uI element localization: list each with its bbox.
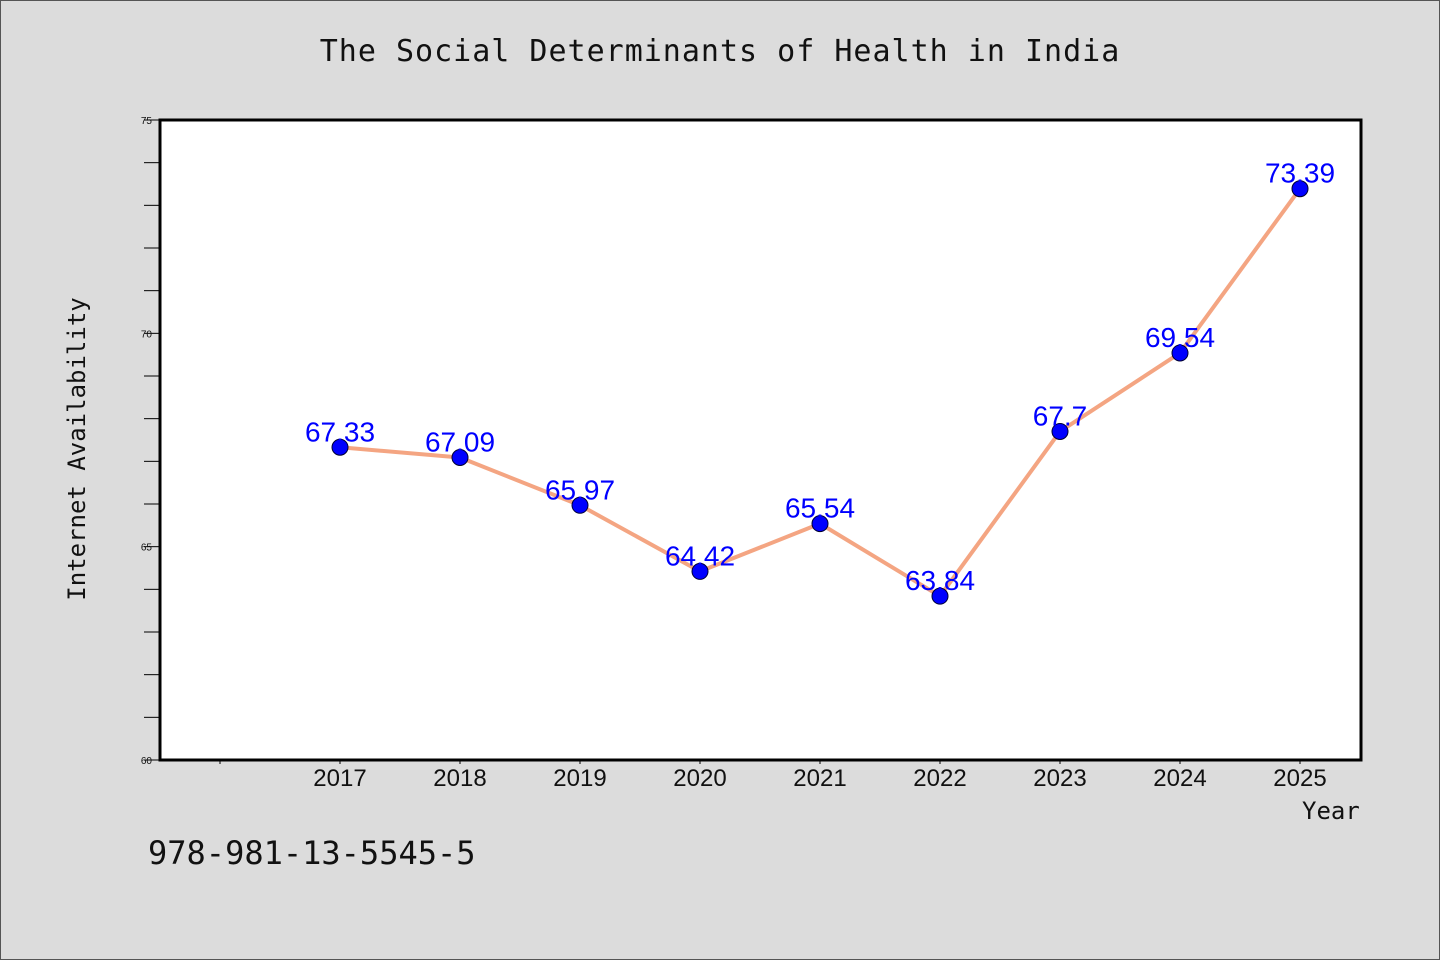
data-point [691, 562, 709, 580]
isbn-text: 978-981-13-5545-5 [148, 834, 476, 872]
plot-area [158, 118, 1363, 762]
data-label: 65.54 [785, 493, 855, 524]
x-tick-label: 2023 [1033, 765, 1086, 792]
data-point [571, 496, 589, 514]
data-label: 67.33 [305, 416, 375, 447]
x-tick-label: 2020 [673, 765, 726, 792]
data-point [1171, 344, 1189, 362]
chart-title: The Social Determinants of Health in Ind… [319, 34, 1121, 69]
y-tick-label: 65 [141, 543, 153, 554]
data-label: 64.42 [665, 540, 735, 571]
data-point [1291, 180, 1309, 198]
x-tick-label: 2024 [1153, 765, 1206, 792]
data-label: 65.97 [545, 474, 615, 505]
x-tick-label: 2018 [433, 765, 486, 792]
x-tick-label: 2021 [793, 765, 846, 792]
x-axis-label: Year [1302, 797, 1360, 825]
x-tick-label: 2019 [553, 765, 606, 792]
y-tick-label: 70 [141, 329, 153, 340]
data-label: 69.54 [1145, 322, 1215, 353]
x-tick-label: 2022 [913, 765, 966, 792]
x-tick-label: 2017 [313, 765, 366, 792]
data-point [451, 448, 469, 466]
y-tick-label: 60 [141, 756, 153, 767]
data-point [331, 438, 349, 456]
y-tick-label: 75 [141, 116, 153, 127]
x-tick-label: 2025 [1273, 765, 1326, 792]
data-label: 67.7 [1033, 400, 1088, 431]
data-point [811, 515, 829, 533]
data-point [1051, 422, 1069, 440]
data-label: 63.84 [905, 565, 975, 596]
data-point [931, 587, 949, 605]
data-label: 67.09 [425, 426, 495, 457]
data-label: 73.39 [1265, 158, 1335, 189]
